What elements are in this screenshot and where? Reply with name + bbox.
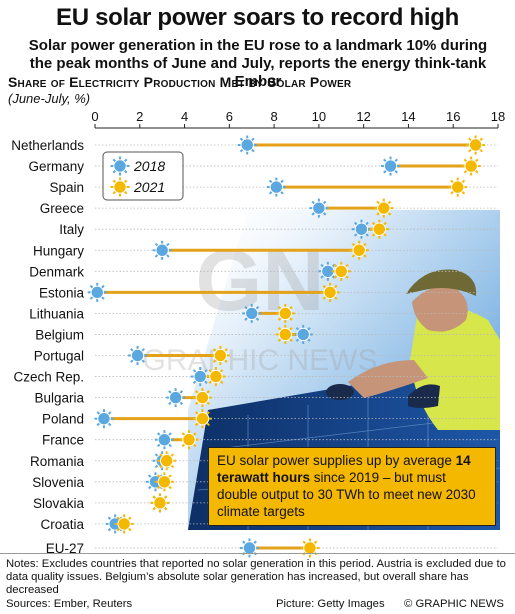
category-label: Bulgaria	[34, 391, 84, 406]
x-tick-label-18: 18	[491, 109, 505, 124]
point-2021	[461, 156, 481, 176]
category-label: Portugal	[34, 349, 84, 364]
point-2021	[349, 240, 369, 260]
category-label: Italy	[59, 222, 84, 237]
point-2018	[309, 198, 329, 218]
point-2021	[150, 493, 170, 513]
point-2021	[275, 303, 295, 323]
legend-label-2018: 2018	[133, 158, 165, 174]
callout-box: EU solar power supplies up by average 14…	[208, 447, 496, 526]
page-subtitle: Solar power generation in the EU rose to…	[28, 37, 488, 90]
point-2021	[154, 472, 174, 492]
point-2021	[157, 451, 177, 471]
point-2021	[192, 409, 212, 429]
point-2018	[166, 388, 186, 408]
point-2018	[351, 219, 371, 239]
footer-picture-credit: Picture: Getty Images	[276, 598, 385, 610]
category-label: Romania	[30, 454, 85, 469]
category-label: Greece	[40, 201, 84, 216]
point-2021	[320, 282, 340, 302]
point-2018	[152, 240, 172, 260]
point-2021	[179, 430, 199, 450]
point-2021	[369, 219, 389, 239]
point-2021	[374, 198, 394, 218]
footer-notes: Notes: Excludes countries that reported …	[6, 558, 506, 596]
point-2018	[154, 430, 174, 450]
x-tick-label-8: 8	[270, 109, 277, 124]
point-2021	[448, 177, 468, 197]
point-2021	[300, 538, 320, 558]
chart-subtitle: (June-July, %)	[8, 91, 91, 106]
legend-icon-2018	[110, 156, 130, 176]
x-tick-label-14: 14	[401, 109, 415, 124]
category-label: Slovenia	[32, 475, 84, 490]
category-label: Croatia	[40, 517, 84, 532]
point-2018	[318, 261, 338, 281]
dumbbell-chart: 0 2 4 6 8 10 12 14 16 18 Netherlands Germany Spain Gr…	[11, 109, 505, 558]
point-2021	[275, 324, 295, 344]
category-label: Poland	[42, 412, 84, 427]
point-2018	[239, 538, 259, 558]
x-tick-label-16: 16	[446, 109, 460, 124]
category-label: Spain	[49, 180, 84, 195]
footer-divider	[0, 553, 515, 554]
category-label: Estonia	[39, 285, 85, 300]
point-2018	[266, 177, 286, 197]
category-label: Netherlands	[11, 138, 84, 153]
x-tick-label-0: 0	[91, 109, 98, 124]
category-label: Slovakia	[33, 496, 85, 511]
category-label: Germany	[28, 159, 84, 174]
point-2021	[210, 346, 230, 365]
chart-title: Share of Electricity Production Met by S…	[8, 74, 352, 90]
point-2018	[237, 135, 257, 155]
category-label: Belgium	[35, 327, 84, 342]
callout-text-b: since 2019 – but must double output to 3…	[217, 470, 476, 519]
page-title: EU solar power soars to record high	[56, 4, 459, 31]
point-2018	[87, 282, 107, 302]
point-2018	[242, 303, 262, 323]
legend-icon-2021	[110, 177, 130, 197]
category-label: Hungary	[33, 243, 84, 258]
callout-text-a: EU solar power supplies up by average	[217, 453, 456, 468]
footer-sources: Sources: Ember, Reuters	[6, 598, 133, 610]
point-2021	[114, 514, 134, 534]
category-label: Czech Rep.	[13, 370, 84, 385]
category-label: Lithuania	[29, 306, 84, 321]
category-label: France	[42, 433, 84, 448]
point-2021	[192, 388, 212, 408]
point-2021	[331, 261, 351, 281]
point-2018	[381, 156, 401, 176]
point-2018	[94, 409, 114, 429]
x-tick-label-6: 6	[226, 109, 233, 124]
point-2018	[293, 324, 313, 344]
x-tick-label-4: 4	[181, 109, 188, 124]
x-tick-label-10: 10	[312, 109, 326, 124]
legend-label-2021: 2021	[133, 179, 165, 195]
point-2018	[128, 346, 148, 365]
x-tick-label-2: 2	[136, 109, 143, 124]
footer-brand: © GRAPHIC NEWS	[404, 598, 504, 610]
category-label: EU-27	[46, 541, 84, 556]
x-tick-label-12: 12	[356, 109, 370, 124]
point-2021	[466, 135, 486, 155]
callout-text-bold: 14 terawatt hours	[217, 453, 471, 485]
category-label: Denmark	[29, 264, 84, 279]
point-2021	[206, 367, 226, 387]
